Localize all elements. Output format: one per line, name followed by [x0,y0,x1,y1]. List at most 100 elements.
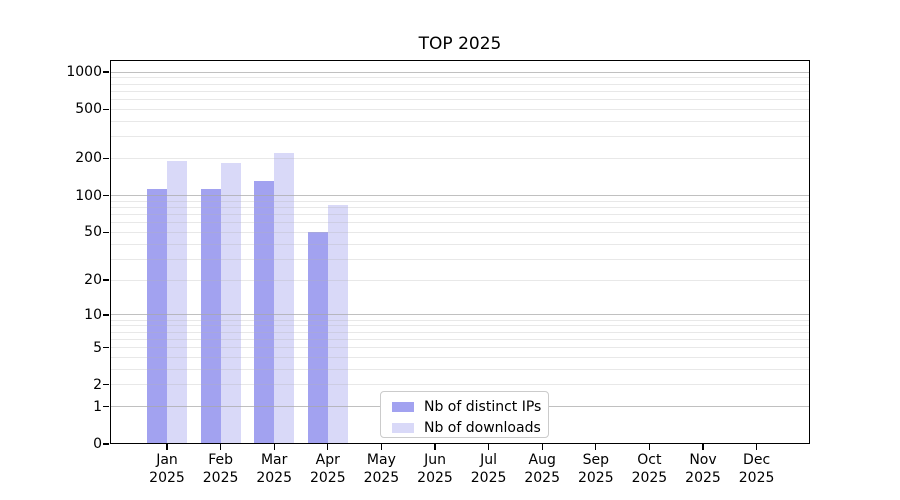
chart-legend: Nb of distinct IPs Nb of downloads [380,391,549,438]
minor-gridline [110,206,810,208]
x-label-year: 2025 [256,469,292,486]
minor-gridline [110,90,810,92]
x-tick-label-jun: Jun 2025 [405,452,465,487]
minor-gridline [110,231,810,233]
x-tick-label-jul: Jul 2025 [459,452,519,487]
x-tick-label-sep: Sep 2025 [566,452,626,487]
minor-gridline [110,279,810,281]
x-tick-label-may: May 2025 [351,452,411,487]
y-tick-20 [103,279,109,281]
y-tick-label-50: 50 [84,224,102,241]
legend-item-downloads: Nb of downloads [392,417,548,438]
minor-gridline [110,83,810,85]
minor-gridline [110,319,810,321]
y-tick-50 [103,231,109,233]
minor-gridline [110,157,810,159]
x-tick-label-dec: Dec 2025 [727,452,787,487]
minor-gridline [110,136,810,138]
minor-gridline [110,368,810,370]
y-tick-500 [103,108,109,110]
x-tick-oct [648,444,651,450]
y-tick-5 [103,346,109,349]
y-tick-label-5: 5 [93,339,102,356]
x-label-year: 2025 [738,469,775,486]
y-axis-labels: 1000 500 200 100 50 20 10 5 2 1 0 [0,60,102,452]
x-label-month: Oct [637,452,662,468]
bar-nb-of-distinct-ips-jan [147,188,167,444]
x-label-year: 2025 [524,469,560,486]
x-label-year: 2025 [631,469,668,486]
y-tick-label-20: 20 [84,272,102,289]
y-tick-2 [103,384,109,386]
x-label-month: Mar [260,452,288,468]
tick-layer [103,60,810,450]
legend-swatch-distinct-ips [392,401,414,412]
y-tick-label-2: 2 [93,376,102,393]
y-tick-label-500: 500 [75,101,102,118]
legend-swatch-downloads [392,422,414,433]
bar-nb-of-distinct-ips-mar [254,181,275,444]
x-label-year: 2025 [685,469,721,486]
x-tick-label-oct: Oct 2025 [619,452,679,487]
y-tick-0 [103,443,109,445]
x-label-month: Jul [480,452,498,468]
y-tick-100 [103,194,109,197]
y-tick-200 [103,157,109,160]
minor-gridline [110,222,810,224]
plot-area: Nb of distinct IPs Nb of downloads [103,60,810,450]
y-tick-label-10: 10 [84,306,102,323]
minor-gridline [110,77,810,79]
x-tick-label-nov: Nov 2025 [673,452,733,487]
x-tick-sep [595,444,597,450]
x-label-year: 2025 [149,469,185,486]
y-tick-label-200: 200 [75,150,102,167]
x-tick-aug [541,444,543,450]
x-label-month: Apr [315,452,340,468]
major-gridline [110,314,810,316]
x-tick-label-feb: Feb 2025 [191,452,251,487]
x-tick-label-apr: Apr 2025 [298,452,358,487]
minor-gridline [110,108,810,110]
minor-gridline [110,200,810,202]
minor-gridline [110,243,810,245]
x-label-year: 2025 [309,469,346,486]
minor-gridline [110,384,810,386]
minor-gridline [110,120,810,122]
bar-nb-of-distinct-ips-apr [307,232,328,444]
legend-item-distinct-ips: Nb of distinct IPs [392,396,548,417]
x-label-month: Jan [156,452,178,468]
x-tick-jun [434,444,436,450]
x-tick-may [380,444,383,450]
x-tick-label-mar: Mar 2025 [244,452,304,487]
minor-gridline [110,213,810,215]
minor-gridline [110,338,810,340]
minor-gridline [110,258,810,260]
y-tick-1 [103,406,109,408]
x-label-year: 2025 [470,469,507,486]
major-gridline [110,71,810,73]
y-tick-label-100: 100 [75,187,102,204]
chart-title: TOP 2025 [418,34,502,54]
x-label-month: Feb [208,452,233,468]
minor-gridline [110,98,810,100]
legend-label-downloads: Nb of downloads [424,419,541,436]
x-tick-dec [755,444,758,450]
x-tick-nov [702,444,704,450]
legend-label-distinct-ips: Nb of distinct IPs [424,398,542,415]
x-tick-mar [273,444,275,450]
minor-gridline [110,347,810,349]
x-axis-labels: Jan 2025 Feb 2025 Mar 2025 Apr 2025 May 2025 Jun 20… [110,452,810,492]
bar-nb-of-distinct-ips-feb [200,188,221,444]
y-tick-1000 [103,71,109,73]
y-tick-label-0: 0 [93,436,102,452]
x-label-month: May [366,452,396,468]
x-label-year: 2025 [417,469,453,486]
x-label-month: Dec [743,452,771,468]
minor-gridline [110,356,810,358]
x-label-year: 2025 [202,469,239,486]
y-tick-10 [103,314,109,316]
x-tick-label-jan: Jan 2025 [137,452,197,487]
y-tick-label-1000: 1000 [66,64,102,80]
minor-gridline [110,325,810,327]
